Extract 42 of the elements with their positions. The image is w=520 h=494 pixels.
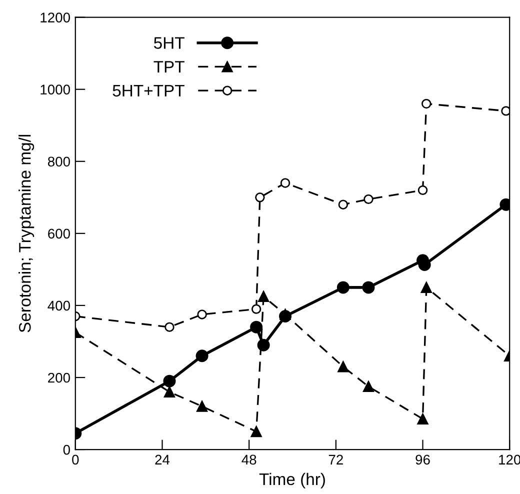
y-tick-label: 800	[48, 156, 70, 167]
x-tick-label: 72	[328, 454, 343, 464]
y-tick-label: 1000	[40, 84, 70, 94]
point	[336, 281, 350, 294]
point	[338, 200, 348, 210]
point	[163, 374, 176, 388]
y-tick-label: 200	[48, 372, 70, 383]
point	[418, 185, 428, 196]
y-axis-title: Serotonin; Tryptamine mg/l	[18, 134, 34, 332]
point	[338, 361, 349, 372]
x-tick-label: 24	[155, 454, 170, 464]
point	[280, 178, 290, 188]
point	[255, 192, 265, 202]
point	[420, 282, 432, 293]
point	[422, 98, 432, 109]
legend-label: TPT	[154, 61, 184, 73]
x-tick-label: 0	[72, 454, 79, 465]
point	[364, 194, 374, 204]
point	[164, 386, 176, 398]
point	[196, 400, 208, 412]
legend-label: 5HT+TPT	[112, 84, 184, 97]
point	[417, 413, 428, 424]
y-tick-label: 0	[63, 444, 70, 455]
y-tick-label: 400	[48, 300, 70, 311]
point	[196, 350, 208, 362]
point	[250, 320, 263, 334]
x-axis-title: Time (hr)	[259, 472, 325, 488]
y-tick-label: 600	[48, 228, 70, 239]
point	[258, 290, 270, 302]
point	[501, 106, 510, 116]
point	[362, 380, 374, 392]
point	[257, 338, 270, 352]
point	[250, 426, 262, 438]
x-tick-label: 96	[416, 454, 430, 465]
point	[362, 281, 375, 294]
point	[251, 304, 262, 314]
point	[164, 322, 174, 332]
x-tick-label: 48	[242, 454, 256, 465]
y-tick-label: 1200	[40, 12, 70, 22]
point	[280, 308, 291, 320]
point	[197, 310, 207, 320]
legend-label: 5HT	[154, 37, 184, 49]
